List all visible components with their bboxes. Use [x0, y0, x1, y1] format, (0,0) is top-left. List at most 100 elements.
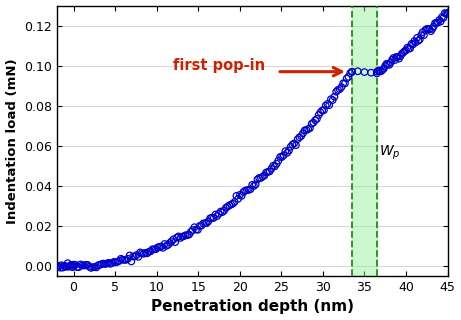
Point [219, 210, 226, 215]
Point [245, 187, 252, 192]
Point [423, 27, 431, 32]
Point [255, 175, 263, 180]
Point [248, 182, 256, 188]
Point [82, 262, 89, 268]
Point [290, 141, 298, 146]
Point [163, 243, 170, 248]
Point [339, 81, 347, 86]
Point [110, 259, 118, 264]
Point [150, 247, 158, 252]
Point [114, 259, 121, 264]
Point [158, 244, 165, 249]
Point [142, 250, 149, 255]
Point [434, 20, 442, 25]
Point [161, 241, 168, 246]
Point [310, 120, 317, 125]
Point [170, 237, 177, 242]
Point [378, 69, 385, 74]
Point [292, 143, 300, 148]
Point [336, 87, 343, 92]
Point [308, 121, 315, 126]
Point [382, 63, 389, 68]
Point [401, 49, 408, 54]
Point [445, 10, 453, 15]
Point [159, 245, 166, 251]
Point [250, 183, 258, 188]
Point [386, 62, 393, 68]
Point [80, 263, 88, 268]
Point [317, 110, 324, 115]
Point [121, 257, 128, 262]
Point [86, 264, 93, 269]
Point [341, 81, 349, 86]
Point [177, 236, 184, 241]
Point [60, 263, 68, 268]
Point [313, 116, 320, 121]
Point [203, 220, 210, 226]
Point [240, 189, 247, 195]
Point [75, 265, 83, 270]
Point [207, 216, 214, 221]
Point [145, 249, 153, 254]
Point [306, 125, 313, 131]
Point [343, 76, 350, 81]
Point [320, 108, 328, 113]
Point [278, 154, 286, 159]
Point [440, 15, 447, 20]
Point [271, 164, 278, 169]
Point [180, 234, 188, 239]
Point [108, 260, 116, 266]
Point [376, 68, 384, 73]
Point [416, 37, 424, 42]
Point [189, 228, 196, 233]
Y-axis label: Indentation load (mN): Indentation load (mN) [6, 58, 18, 224]
Point [65, 264, 72, 269]
Point [430, 24, 437, 29]
Point [418, 33, 425, 38]
Point [262, 170, 270, 175]
Point [106, 261, 114, 266]
Point [289, 142, 296, 147]
Point [347, 71, 354, 76]
Point [408, 41, 415, 46]
Point [389, 57, 396, 62]
Point [325, 103, 333, 108]
Point [425, 26, 432, 31]
Point [175, 234, 182, 239]
Point [105, 260, 112, 265]
Point [390, 55, 397, 60]
Point [227, 202, 235, 207]
Point [194, 227, 201, 232]
Point [393, 54, 400, 60]
Point [205, 219, 212, 224]
Point [315, 112, 322, 117]
Point [88, 265, 95, 270]
Point [294, 137, 301, 142]
Point [126, 253, 133, 258]
Point [191, 225, 198, 230]
Point [198, 223, 205, 228]
Point [361, 69, 368, 75]
Point [233, 193, 240, 198]
Point [66, 263, 74, 268]
Point [91, 265, 98, 270]
Point [56, 263, 63, 268]
Point [427, 29, 435, 34]
Point [238, 193, 245, 198]
Point [303, 127, 310, 132]
Point [84, 262, 91, 268]
Point [404, 45, 411, 50]
Point [69, 265, 76, 270]
Point [171, 240, 179, 245]
Point [419, 30, 426, 35]
Point [53, 263, 61, 268]
Point [402, 48, 410, 53]
Point [319, 108, 326, 113]
X-axis label: Penetration depth (nm): Penetration depth (nm) [151, 300, 354, 315]
Point [275, 158, 282, 163]
Text: $W_p$: $W_p$ [379, 144, 401, 162]
Point [259, 174, 266, 179]
Point [213, 213, 221, 219]
Point [136, 250, 144, 255]
Point [58, 263, 65, 268]
